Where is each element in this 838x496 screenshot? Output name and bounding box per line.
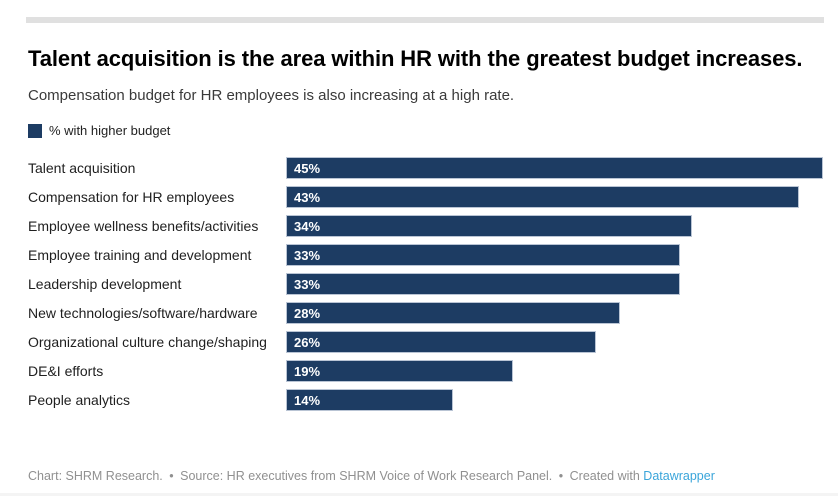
- bar: 34%: [286, 215, 692, 238]
- value-label: 26%: [294, 334, 321, 350]
- chart-row: Employee wellness benefits/activities 34%: [28, 215, 824, 238]
- category-label: People analytics: [28, 392, 130, 409]
- bar: 19%: [286, 360, 513, 383]
- chart-row: DE&I efforts 19%: [28, 360, 824, 383]
- chart-subtitle: Compensation budget for HR employees is …: [28, 87, 515, 105]
- bar: 33%: [286, 244, 680, 267]
- chart-content: Talent acquisition is the area within HR…: [28, 46, 824, 412]
- legend: % with higher budget: [28, 123, 824, 138]
- chart-row: New technologies/software/hardware 28%: [28, 302, 824, 325]
- chart-title: Talent acquisition is the area within HR…: [28, 46, 803, 71]
- chart-row: Compensation for HR employees 43%: [28, 186, 824, 209]
- value-label: 33%: [294, 276, 321, 292]
- value-label: 19%: [294, 363, 321, 379]
- datawrapper-link[interactable]: Datawrapper: [643, 469, 715, 483]
- category-label: New technologies/software/hardware: [28, 305, 258, 322]
- footer-chart-credit: Chart: SHRM Research.: [28, 469, 163, 483]
- chart-row: Leadership development 33%: [28, 273, 824, 296]
- category-label: Leadership development: [28, 276, 182, 293]
- legend-swatch-icon: [28, 123, 42, 138]
- footer-attribution: Chart: SHRM Research. • Source: HR execu…: [28, 469, 715, 483]
- top-divider-rule: [26, 17, 824, 23]
- value-label: 28%: [294, 305, 321, 321]
- bar: 26%: [286, 331, 597, 354]
- category-label: Organizational culture change/shaping: [28, 334, 267, 351]
- value-label: 34%: [294, 218, 321, 234]
- bar: 14%: [286, 389, 454, 412]
- category-label: Employee wellness benefits/activities: [28, 218, 259, 235]
- legend-label: % with higher budget: [49, 123, 171, 139]
- value-label: 14%: [294, 392, 321, 408]
- chart-row: People analytics 14%: [28, 389, 824, 412]
- bar: 33%: [286, 273, 680, 296]
- chart-row: Employee training and development 33%: [28, 244, 824, 267]
- chart-row: Organizational culture change/shaping 26%: [28, 331, 824, 354]
- footer-source: Source: HR executives from SHRM Voice of…: [180, 469, 553, 483]
- chart-row: Talent acquisition 45%: [28, 157, 824, 180]
- value-label: 43%: [294, 189, 321, 205]
- bar-chart: Talent acquisition 45% Compensation for HR…: [28, 157, 824, 412]
- footer-separator: •: [558, 469, 564, 483]
- footer-separator: •: [169, 469, 174, 483]
- category-label: Compensation for HR employees: [28, 189, 235, 206]
- bar: 28%: [286, 302, 621, 325]
- category-label: Talent acquisition: [28, 160, 136, 177]
- category-label: Employee training and development: [28, 247, 252, 264]
- bottom-divider-rule: [0, 493, 838, 496]
- value-label: 33%: [294, 247, 321, 263]
- bar: 43%: [286, 186, 800, 209]
- category-label: DE&I efforts: [28, 363, 104, 380]
- bar: 45%: [286, 157, 823, 180]
- footer-created-with: Created with: [569, 469, 640, 483]
- value-label: 45%: [294, 160, 321, 176]
